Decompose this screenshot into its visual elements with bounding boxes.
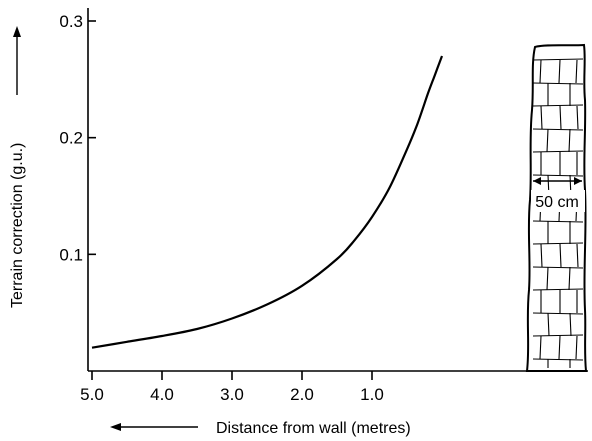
brick-joint [575, 59, 578, 84]
x-tick-label: 1.0 [360, 385, 384, 404]
wall-width-arrowhead-right [574, 177, 582, 185]
y-tick-label: 0.1 [59, 245, 83, 264]
wall-bricks [532, 58, 584, 368]
brick-joint [532, 220, 584, 223]
wall-width-label: 50 cm [535, 194, 579, 211]
wall-label-background [531, 190, 585, 212]
brick-joint [532, 242, 584, 245]
brick-joint [569, 312, 572, 337]
series-line [91, 55, 444, 349]
brick-joint [559, 105, 562, 130]
brick-joint [532, 174, 584, 177]
brick-joint [532, 128, 584, 131]
x-tick-label: 2.0 [290, 385, 314, 404]
x-axis-label: Distance from wall (metres) [216, 420, 411, 437]
brick-joint [547, 312, 550, 337]
brick-joint [559, 243, 562, 268]
brick-joint [546, 266, 549, 291]
brick-joint [546, 128, 549, 153]
brick-joint [532, 150, 584, 153]
y-tick-label: 0.2 [59, 129, 83, 148]
x-axis-direction-arrowhead [110, 423, 121, 431]
x-tick-label: 5.0 [80, 385, 104, 404]
wall-illustration: 50 cm [525, 43, 588, 372]
brick-joint [539, 335, 542, 360]
brick-joint [575, 335, 578, 360]
brick-joint [532, 104, 584, 107]
brick-joint [558, 59, 561, 84]
brick-joint [558, 335, 561, 360]
y-ticks: 0.1 0.2 0.3 [59, 12, 96, 264]
brick-joint [576, 243, 579, 268]
brick-joint [532, 82, 584, 85]
x-ticks: 5.0 4.0 3.0 2.0 1.0 [80, 371, 384, 404]
x-tick-label: 3.0 [220, 385, 244, 404]
brick-joint [540, 105, 543, 130]
x-tick-label: 4.0 [150, 385, 174, 404]
brick-joint [532, 288, 584, 291]
y-tick-label: 0.3 [59, 12, 83, 31]
wall-width-arrowhead-left [533, 177, 541, 185]
y-axis-direction-arrowhead [13, 26, 21, 37]
brick-joint [532, 312, 584, 315]
brick-joint [568, 128, 571, 153]
brick-joint [539, 59, 542, 84]
brick-joint [532, 58, 584, 61]
brick-joint [532, 266, 584, 269]
brick-joint [576, 105, 579, 130]
y-axis-label: Terrain correction (g.u.) [9, 143, 26, 308]
brick-joint [532, 358, 584, 361]
brick-joint [540, 243, 543, 268]
brick-joint [532, 334, 584, 337]
brick-joint [568, 266, 571, 291]
